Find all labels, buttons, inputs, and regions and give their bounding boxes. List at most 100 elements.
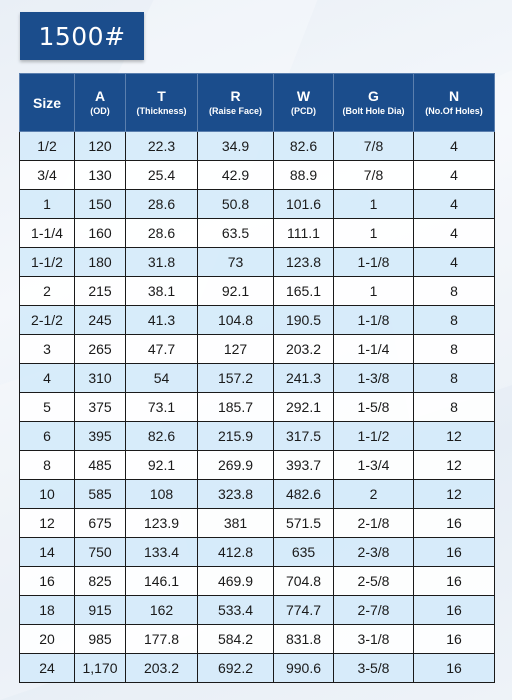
cell-r: 50.8 bbox=[197, 189, 274, 219]
cell-t: 82.6 bbox=[125, 421, 198, 451]
cell-n: 16 bbox=[413, 624, 495, 654]
header-r: R (Raise Face) bbox=[197, 73, 274, 132]
cell-w: 241.3 bbox=[273, 363, 334, 393]
cell-t: 133.4 bbox=[125, 537, 198, 567]
cell-r: 584.2 bbox=[197, 624, 274, 654]
cell-n: 4 bbox=[413, 247, 495, 277]
table-row: 1-1/4 160 28.6 63.5 111.1 1 4 bbox=[19, 218, 495, 248]
header-label: Size bbox=[32, 94, 61, 111]
header-a: A (OD) bbox=[74, 73, 126, 132]
cell-n: 12 bbox=[413, 479, 495, 509]
cell-size: 1/2 bbox=[19, 131, 75, 161]
cell-size: 3 bbox=[19, 334, 75, 364]
cell-w: 123.8 bbox=[273, 247, 334, 277]
header-t: T (Thickness) bbox=[125, 73, 198, 132]
cell-r: 104.8 bbox=[197, 305, 274, 335]
flange-dimension-table: Size A (OD) T (Thickness) R (Raise Face)… bbox=[19, 73, 495, 683]
table-row: 16 825 146.1 469.9 704.8 2-5/8 16 bbox=[19, 566, 495, 596]
cell-t: 146.1 bbox=[125, 566, 198, 596]
cell-w: 88.9 bbox=[273, 160, 334, 190]
cell-w: 203.2 bbox=[273, 334, 334, 364]
cell-a: 585 bbox=[74, 479, 126, 509]
table-row: 1 150 28.6 50.8 101.6 1 4 bbox=[19, 189, 495, 219]
cell-g: 2-3/8 bbox=[333, 537, 414, 567]
cell-size: 5 bbox=[19, 392, 75, 422]
header-n: N (No.Of Holes) bbox=[413, 73, 495, 132]
cell-n: 8 bbox=[413, 363, 495, 393]
header-w: W (PCD) bbox=[273, 73, 334, 132]
cell-a: 160 bbox=[74, 218, 126, 248]
cell-size: 14 bbox=[19, 537, 75, 567]
cell-a: 130 bbox=[74, 160, 126, 190]
cell-size: 10 bbox=[19, 479, 75, 509]
cell-g: 1-1/8 bbox=[333, 305, 414, 335]
cell-a: 395 bbox=[74, 421, 126, 451]
cell-n: 16 bbox=[413, 595, 495, 625]
cell-t: 28.6 bbox=[125, 189, 198, 219]
cell-a: 1,170 bbox=[74, 653, 126, 683]
cell-a: 245 bbox=[74, 305, 126, 335]
cell-t: 28.6 bbox=[125, 218, 198, 248]
cell-w: 101.6 bbox=[273, 189, 334, 219]
cell-n: 8 bbox=[413, 276, 495, 306]
cell-t: 41.3 bbox=[125, 305, 198, 335]
table-row: 8 485 92.1 269.9 393.7 1-3/4 12 bbox=[19, 450, 495, 480]
table-header-row: Size A (OD) T (Thickness) R (Raise Face)… bbox=[19, 73, 495, 132]
cell-n: 4 bbox=[413, 189, 495, 219]
title-banner: 1500# bbox=[20, 12, 144, 60]
cell-n: 16 bbox=[413, 508, 495, 538]
cell-a: 915 bbox=[74, 595, 126, 625]
cell-w: 82.6 bbox=[273, 131, 334, 161]
cell-g: 3-5/8 bbox=[333, 653, 414, 683]
cell-size: 1-1/4 bbox=[19, 218, 75, 248]
cell-w: 111.1 bbox=[273, 218, 334, 248]
table-row: 24 1,170 203.2 692.2 990.6 3-5/8 16 bbox=[19, 653, 495, 683]
cell-size: 6 bbox=[19, 421, 75, 451]
cell-w: 704.8 bbox=[273, 566, 334, 596]
cell-size: 3/4 bbox=[19, 160, 75, 190]
cell-a: 180 bbox=[74, 247, 126, 277]
table-row: 2-1/2 245 41.3 104.8 190.5 1-1/8 8 bbox=[19, 305, 495, 335]
cell-t: 73.1 bbox=[125, 392, 198, 422]
cell-r: 185.7 bbox=[197, 392, 274, 422]
cell-t: 54 bbox=[125, 363, 198, 393]
cell-w: 317.5 bbox=[273, 421, 334, 451]
cell-size: 18 bbox=[19, 595, 75, 625]
cell-n: 8 bbox=[413, 305, 495, 335]
cell-g: 2-7/8 bbox=[333, 595, 414, 625]
header-label: T bbox=[157, 88, 166, 104]
cell-w: 990.6 bbox=[273, 653, 334, 683]
header-label: A bbox=[94, 88, 106, 104]
table-row: 3 265 47.7 127 203.2 1-1/4 8 bbox=[19, 334, 495, 364]
table-row: 12 675 123.9 381 571.5 2-1/8 16 bbox=[19, 508, 495, 538]
cell-g: 1 bbox=[333, 276, 414, 306]
cell-a: 150 bbox=[74, 189, 126, 219]
cell-r: 469.9 bbox=[197, 566, 274, 596]
cell-w: 393.7 bbox=[273, 450, 334, 480]
cell-g: 2-5/8 bbox=[333, 566, 414, 596]
cell-w: 482.6 bbox=[273, 479, 334, 509]
cell-t: 47.7 bbox=[125, 334, 198, 364]
header-sub: (OD) bbox=[90, 106, 110, 116]
cell-w: 831.8 bbox=[273, 624, 334, 654]
cell-r: 533.4 bbox=[197, 595, 274, 625]
cell-g: 1 bbox=[333, 218, 414, 248]
cell-r: 34.9 bbox=[197, 131, 274, 161]
cell-t: 162 bbox=[125, 595, 198, 625]
cell-n: 8 bbox=[413, 334, 495, 364]
cell-a: 825 bbox=[74, 566, 126, 596]
header-sub: (Thickness) bbox=[136, 106, 187, 116]
header-label: G bbox=[368, 88, 379, 104]
table-row: 2 215 38.1 92.1 165.1 1 8 bbox=[19, 276, 495, 306]
header-sub: (Raise Face) bbox=[208, 106, 263, 116]
cell-w: 190.5 bbox=[273, 305, 334, 335]
cell-a: 675 bbox=[74, 508, 126, 538]
cell-n: 8 bbox=[413, 392, 495, 422]
cell-w: 635 bbox=[273, 537, 334, 567]
cell-w: 774.7 bbox=[273, 595, 334, 625]
cell-g: 1 bbox=[333, 189, 414, 219]
cell-size: 1 bbox=[19, 189, 75, 219]
cell-w: 165.1 bbox=[273, 276, 334, 306]
cell-n: 4 bbox=[413, 160, 495, 190]
cell-r: 381 bbox=[197, 508, 274, 538]
